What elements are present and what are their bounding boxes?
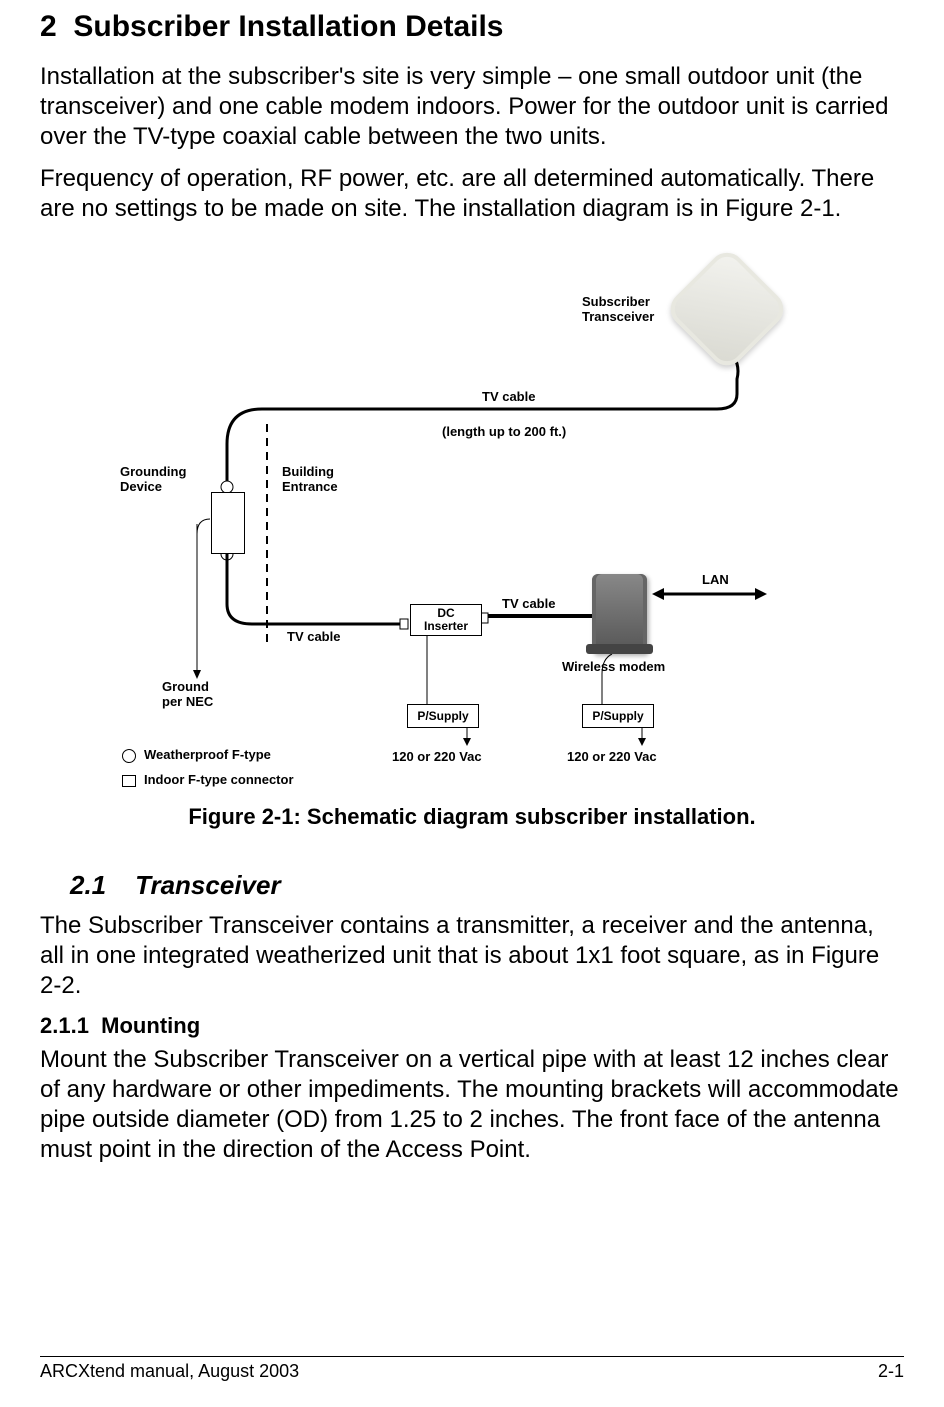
paragraph-1: Installation at the subscriber's site is…	[40, 62, 904, 152]
label-ground-nec: Ground per NEC	[162, 679, 213, 709]
subsection-heading: 2.1 Transceiver	[70, 870, 904, 901]
section-number: 2	[40, 10, 57, 43]
dc-inserter-box: DC Inserter	[410, 604, 482, 636]
subsub-title: Mounting	[101, 1013, 200, 1038]
subsub-number: 2.1.1	[40, 1013, 89, 1038]
label-vac-1: 120 or 220 Vac	[392, 749, 482, 764]
figure-caption: Figure 2-1: Schematic diagram subscriber…	[40, 804, 904, 830]
subsection-title: Transceiver	[135, 870, 281, 900]
subsubsection-heading: 2.1.1 Mounting	[40, 1013, 904, 1039]
label-grounding-device: Grounding Device	[120, 464, 186, 494]
label-length: (length up to 200 ft.)	[442, 424, 566, 439]
label-tv-cable-2: TV cable	[287, 629, 340, 644]
label-vac-2: 120 or 220 Vac	[567, 749, 657, 764]
legend-weatherproof: Weatherproof F-type	[122, 747, 271, 763]
installation-diagram: Subscriber Transceiver TV cable (length …	[102, 264, 842, 784]
section-heading: 2 Subscriber Installation Details	[40, 10, 904, 44]
label-tv-cable-1: TV cable	[482, 389, 535, 404]
section-title-text: Subscriber Installation Details	[73, 10, 503, 43]
footer-left: ARCXtend manual, August 2003	[40, 1361, 299, 1382]
square-icon	[122, 775, 136, 787]
grounding-device-box	[211, 492, 245, 554]
legend-indoor: Indoor F-type connector	[122, 772, 294, 787]
p-supply-1-box: P/Supply	[407, 704, 479, 728]
paragraph-3: The Subscriber Transceiver contains a tr…	[40, 911, 904, 1001]
page: 2 Subscriber Installation Details Instal…	[0, 0, 944, 1407]
footer-right: 2-1	[878, 1361, 904, 1382]
paragraph-4: Mount the Subscriber Transceiver on a ve…	[40, 1045, 904, 1165]
label-building-entrance: Building Entrance	[282, 464, 338, 494]
paragraph-2: Frequency of operation, RF power, etc. a…	[40, 164, 904, 224]
subsection-number: 2.1	[70, 870, 106, 900]
label-subscriber-transceiver: Subscriber Transceiver	[582, 294, 654, 324]
p-supply-2-box: P/Supply	[582, 704, 654, 728]
label-lan: LAN	[702, 572, 729, 587]
label-wireless-modem: Wireless modem	[562, 659, 665, 674]
wireless-modem-icon	[592, 574, 647, 654]
diagram-container: Subscriber Transceiver TV cable (length …	[40, 264, 904, 784]
label-tv-cable-3: TV cable	[502, 596, 555, 611]
circle-icon	[122, 749, 136, 763]
page-footer: ARCXtend manual, August 2003 2-1	[40, 1356, 904, 1382]
